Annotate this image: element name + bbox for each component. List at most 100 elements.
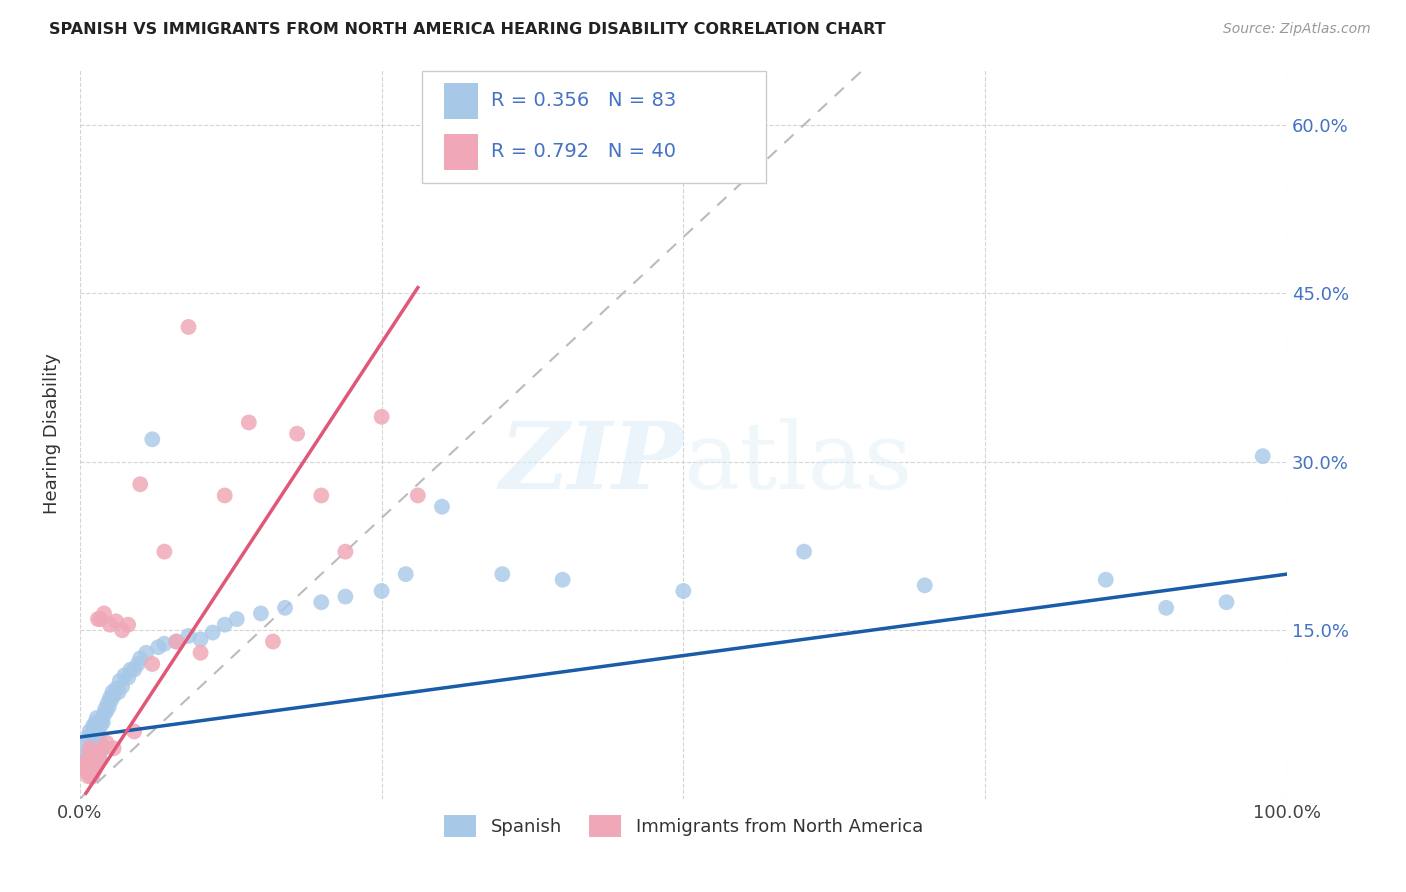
Point [103, 741, 125, 756]
Y-axis label: Hearing Disability: Hearing Disability [44, 353, 60, 514]
Point [309, 488, 332, 502]
Point [79, 758, 101, 772]
Point [285, 426, 308, 441]
Point [83, 722, 105, 736]
Point [91, 715, 114, 730]
Point [98, 690, 121, 705]
Point [165, 634, 187, 648]
Point [127, 657, 149, 671]
Point [97, 696, 120, 710]
Point [75, 747, 97, 761]
Point [80, 741, 103, 756]
Point [75, 736, 97, 750]
Point [89, 752, 111, 766]
Point [214, 617, 236, 632]
Point [129, 651, 152, 665]
Point [120, 663, 142, 677]
Point [90, 713, 112, 727]
Point [79, 724, 101, 739]
Point [190, 632, 212, 647]
Point [105, 681, 128, 696]
Point [86, 711, 108, 725]
Point [86, 758, 108, 772]
Text: R = 0.792   N = 40: R = 0.792 N = 40 [491, 142, 676, 161]
Point [98, 617, 121, 632]
Point [77, 730, 100, 744]
Point [148, 640, 170, 655]
Point [250, 607, 273, 621]
Point [107, 685, 129, 699]
Point [97, 699, 120, 714]
Point [491, 567, 513, 582]
Point [309, 595, 332, 609]
Point [100, 693, 122, 707]
Point [83, 738, 105, 752]
Point [1094, 573, 1116, 587]
Point [262, 634, 284, 648]
Point [77, 764, 100, 778]
Point [90, 741, 112, 756]
Point [87, 747, 110, 761]
Point [76, 764, 98, 778]
Point [76, 752, 98, 766]
Point [177, 629, 200, 643]
Point [153, 544, 176, 558]
Point [335, 544, 357, 558]
Point [82, 760, 104, 774]
Point [105, 615, 128, 629]
Point [141, 432, 163, 446]
Point [75, 758, 97, 772]
Point [84, 752, 107, 766]
Point [77, 769, 100, 783]
Point [84, 749, 107, 764]
Point [82, 719, 104, 733]
Point [80, 726, 103, 740]
Point [225, 612, 247, 626]
Point [73, 764, 96, 778]
Point [1154, 600, 1177, 615]
Point [80, 756, 103, 770]
Text: atlas: atlas [683, 417, 912, 508]
Point [793, 544, 815, 558]
Point [79, 741, 101, 756]
Text: ZIP: ZIP [499, 417, 683, 508]
Point [96, 704, 118, 718]
Legend: Spanish, Immigrants from North America: Spanish, Immigrants from North America [436, 808, 931, 845]
Point [77, 747, 100, 761]
Point [89, 745, 111, 759]
Point [1251, 449, 1274, 463]
Point [190, 646, 212, 660]
Point [76, 752, 98, 766]
Point [914, 578, 936, 592]
Point [108, 673, 131, 688]
Point [101, 685, 124, 699]
Point [395, 567, 418, 582]
Text: R = 0.356   N = 83: R = 0.356 N = 83 [491, 91, 676, 110]
Point [79, 752, 101, 766]
Point [87, 724, 110, 739]
Point [1215, 595, 1237, 609]
Point [91, 741, 114, 756]
Point [90, 738, 112, 752]
Point [406, 488, 429, 502]
Point [80, 769, 103, 783]
Point [201, 625, 224, 640]
Point [135, 646, 157, 660]
Point [122, 724, 145, 739]
Point [430, 500, 453, 514]
Point [117, 671, 139, 685]
Point [79, 741, 101, 756]
Point [83, 758, 105, 772]
Point [153, 637, 176, 651]
Point [177, 320, 200, 334]
Point [84, 736, 107, 750]
Point [111, 680, 134, 694]
Point [82, 745, 104, 759]
Point [94, 702, 117, 716]
Point [80, 749, 103, 764]
Point [141, 657, 163, 671]
Point [111, 624, 134, 638]
Text: SPANISH VS IMMIGRANTS FROM NORTH AMERICA HEARING DISABILITY CORRELATION CHART: SPANISH VS IMMIGRANTS FROM NORTH AMERICA… [49, 22, 886, 37]
Point [551, 573, 574, 587]
Point [165, 634, 187, 648]
